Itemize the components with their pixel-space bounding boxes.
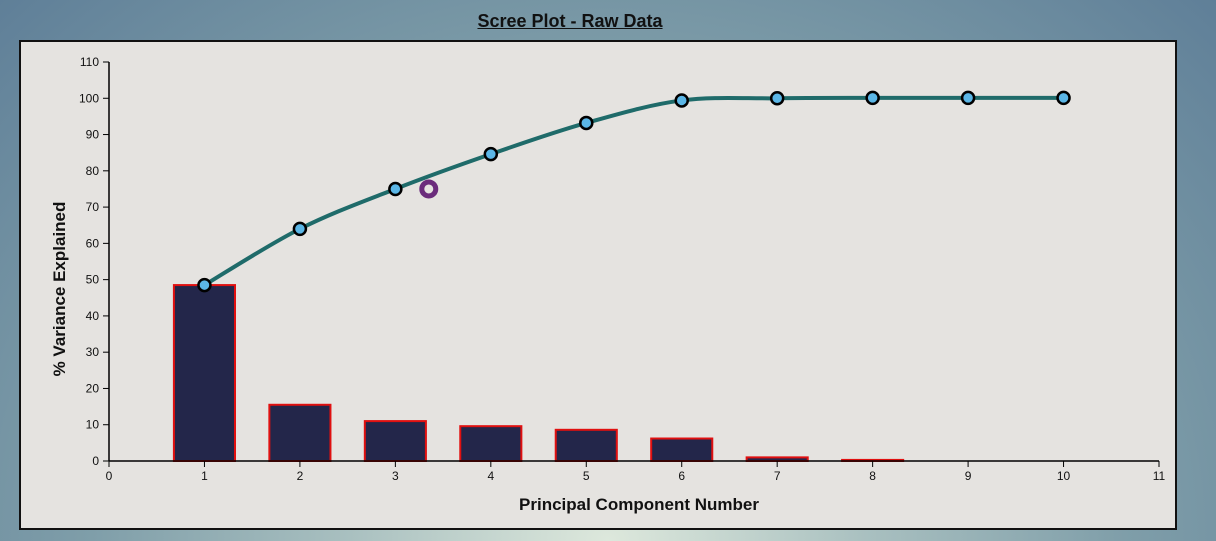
y-tick-label-20: 20	[86, 381, 100, 395]
scree-plot: 0 1 2 3 4 5 6 7 8 9 10 110102030405060708090100110 …	[50, 55, 1166, 514]
y-tick-label-40: 40	[86, 309, 100, 323]
cumulative-point-pc-2	[292, 221, 308, 237]
y-tick-label-60: 60	[86, 236, 100, 250]
bar-pc-5	[554, 428, 618, 462]
y-tick-label-110: 110	[80, 55, 99, 69]
y-tick-label-70: 70	[86, 200, 100, 214]
bar-pc-2	[268, 403, 332, 463]
chart-title: Scree Plot - Raw Data	[477, 11, 663, 31]
cumulative-point-pc-7	[769, 91, 785, 106]
y-tick-label-90: 90	[86, 128, 100, 142]
x-tick-label-8: 8	[869, 469, 876, 483]
y-tick-label-50: 50	[86, 273, 100, 287]
x-tick-label-6: 6	[678, 469, 685, 483]
bars-layer	[172, 284, 905, 463]
x-tick-label-5: 5	[583, 469, 590, 483]
points-layer	[197, 90, 1071, 293]
y-tick-label-30: 30	[86, 345, 100, 359]
cumulative-point-pc-10	[1056, 90, 1071, 106]
y-tick-label-10: 10	[86, 418, 100, 432]
cumulative-variance-line	[202, 95, 1066, 288]
annotation-layer	[419, 179, 439, 199]
x-tick-label-1: 1	[201, 469, 208, 483]
chart-panel: 0 1 2 3 4 5 6 7 8 9 10 11 0 10 20 30 40 50 60 70 80 90 100 110 …	[19, 40, 1177, 530]
y-tick-label-0: 0	[92, 454, 99, 468]
bar-pc-6	[650, 437, 714, 462]
cumulative-point-pc-4	[483, 146, 499, 162]
x-tick-label-2: 2	[297, 469, 304, 483]
cumulative-point-pc-8	[865, 90, 880, 106]
x-tick-label-11: 11	[1153, 469, 1166, 483]
cumulative-line-layer	[202, 95, 1066, 288]
x-tick-label-7: 7	[774, 469, 781, 483]
x-tick-label-4: 4	[487, 469, 494, 483]
bar-pc-3	[363, 420, 427, 463]
y-axis-label: % Variance Explained	[50, 202, 69, 377]
cumulative-point-pc-3	[388, 181, 403, 197]
bar-pc-4	[459, 425, 523, 463]
bar-pc-1	[172, 284, 236, 462]
cumulative-point-pc-6	[674, 93, 689, 108]
x-tick-label-0: 0	[106, 469, 113, 483]
cumulative-point-pc-9	[960, 90, 976, 106]
x-axis-label: Principal Component Number	[519, 495, 759, 514]
x-tick-label-9: 9	[965, 469, 972, 483]
x-tick-label-10: 10	[1057, 469, 1071, 483]
hover-marker-0	[419, 179, 439, 199]
x-tick-label-3: 3	[392, 469, 399, 483]
cumulative-point-pc-5	[579, 115, 594, 131]
y-tick-label-80: 80	[86, 164, 100, 178]
y-tick-label-100: 100	[79, 91, 99, 105]
cumulative-point-pc-1	[197, 277, 212, 293]
